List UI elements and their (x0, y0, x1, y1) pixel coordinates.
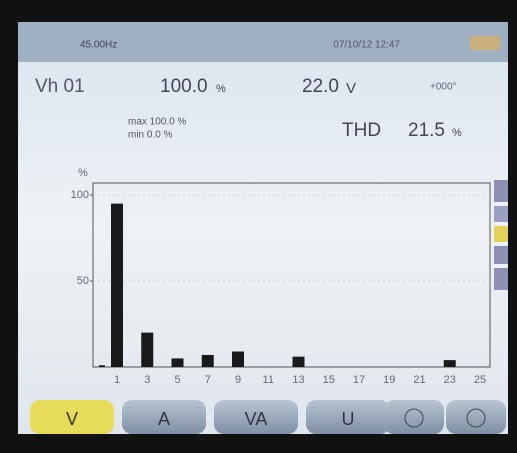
bar (292, 356, 305, 367)
x-tick-label: 17 (353, 374, 365, 386)
max: max 100.0 % (128, 117, 186, 128)
phase: +000° (430, 82, 457, 93)
y-tick-label: 50 (77, 275, 89, 287)
x-tick-label: 11 (263, 374, 274, 386)
tab-label: VA (245, 409, 268, 429)
tab[interactable] (30, 400, 114, 434)
y-axis-label: % (78, 167, 88, 179)
x-tick-label: 1 (114, 374, 120, 386)
tab-icon (404, 408, 424, 428)
thd-unit: % (452, 127, 462, 139)
x-tick-label: 21 (413, 374, 425, 386)
tab[interactable] (214, 400, 298, 434)
x-tick-label: 5 (174, 374, 180, 386)
tab-label: U (342, 409, 355, 429)
bar (171, 358, 184, 367)
x-tick-label: 7 (205, 374, 211, 386)
thd: 21.5 (408, 120, 445, 141)
x-tick-label: 19 (383, 374, 395, 386)
bar (443, 360, 456, 367)
x-tick-label: 23 (444, 374, 456, 386)
status-bar (18, 22, 508, 62)
side-buttons (494, 180, 508, 290)
tab[interactable] (122, 400, 206, 434)
bar (232, 351, 244, 367)
tab-icon (466, 408, 486, 428)
frequency: 45.00Hz (80, 40, 117, 51)
bar (141, 332, 154, 367)
x-tick-label: 9 (235, 374, 241, 386)
datetime: 07/10/12 12:47 (333, 40, 400, 51)
x-tick-label: 3 (144, 374, 150, 386)
bar (201, 354, 214, 367)
tab[interactable] (384, 400, 444, 434)
y-tick-label: 100 (71, 189, 89, 201)
thd-label: THD (342, 120, 381, 141)
x-tick-label: 13 (292, 374, 304, 386)
battery (470, 36, 500, 50)
min: min 0.0 % (128, 130, 173, 141)
percent: 100.0 (160, 76, 208, 97)
tab[interactable] (446, 400, 506, 434)
bar (99, 365, 105, 367)
voltage-unit: V (346, 80, 356, 97)
tab-label: V (66, 409, 78, 429)
x-tick-label: 25 (474, 374, 486, 386)
bar (111, 203, 123, 367)
x-tick-label: 15 (323, 374, 335, 386)
plot-frame (92, 182, 491, 368)
channel: Vh 01 (35, 76, 85, 97)
voltage: 22.0 (302, 76, 339, 97)
tab-label: A (158, 409, 170, 429)
percent-unit: % (216, 83, 226, 95)
tab[interactable] (306, 400, 390, 434)
